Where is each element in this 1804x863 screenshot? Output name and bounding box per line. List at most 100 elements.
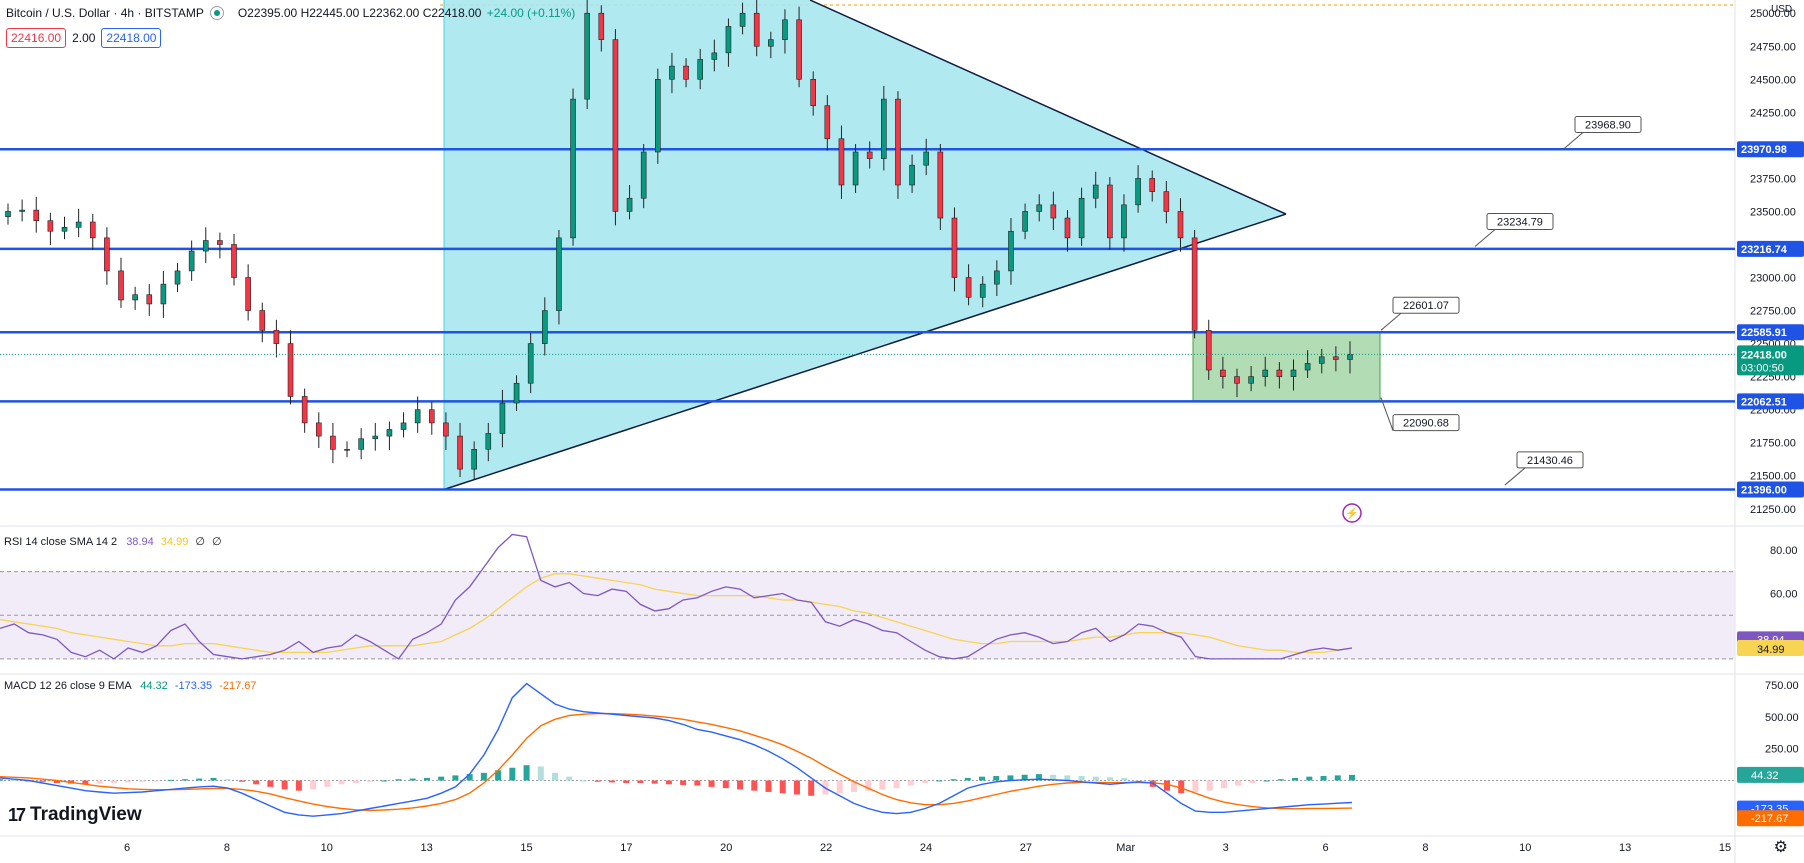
macd-histogram-bar	[253, 780, 260, 785]
time-axis-label: 15	[520, 842, 532, 854]
candle-body	[160, 283, 167, 305]
candle-body	[1234, 376, 1240, 384]
level-price-tag-label: 23970.98	[1741, 144, 1787, 156]
macd-histogram-bar	[338, 780, 345, 785]
price-axis-label: 23000.00	[1750, 273, 1796, 285]
macd-histogram-bar	[352, 780, 359, 784]
annotation-callout	[1392, 414, 1460, 432]
candle-body	[895, 98, 901, 186]
price-axis-label: 23500.00	[1750, 206, 1796, 218]
candle-body	[683, 65, 689, 80]
price-axis-label: 24750.00	[1750, 41, 1796, 53]
macd-histogram-bar	[125, 780, 132, 783]
candle-body	[61, 227, 68, 232]
candle-body	[259, 310, 266, 331]
macd-histogram-bar	[552, 772, 559, 781]
candle-body	[810, 78, 817, 107]
candle-body	[1248, 376, 1254, 384]
tradingview-logo-icon: 17	[8, 804, 26, 825]
rsi-legend[interactable]: RSI 14 close SMA 14 2 38.94 34.99 ∅ ∅	[4, 535, 222, 548]
macd-histogram-bar	[793, 780, 800, 795]
macd-histogram-bar	[1249, 780, 1256, 784]
candle-body	[1036, 204, 1043, 212]
macd-histogram-bar	[295, 780, 302, 791]
macd-histogram-bar	[1121, 777, 1128, 781]
candle-body	[655, 78, 661, 153]
time-axis-label: 3	[1223, 842, 1229, 854]
macd-histogram-bar	[210, 777, 217, 781]
candle-body	[330, 435, 336, 450]
macd-histogram-bar	[409, 778, 416, 781]
candle-body	[669, 65, 675, 80]
currency-label[interactable]: USD	[1771, 4, 1793, 15]
level-price-tag-label: 21396.00	[1741, 484, 1787, 496]
macd-histogram-bar	[39, 780, 46, 782]
tradingview-logo[interactable]: 17 TradingView	[8, 804, 142, 826]
candle-body	[739, 12, 746, 27]
candle-body	[202, 240, 209, 252]
macd-histogram-bar	[722, 780, 729, 789]
macd-histogram-bar	[267, 780, 274, 787]
macd-histogram-bar	[665, 780, 672, 785]
bid-ask-box: 22416.00 2.00 22418.00	[6, 28, 162, 48]
symbol-title[interactable]: Bitcoin / U.S. Dollar · 4h · BITSTAMP	[6, 6, 204, 20]
price-axis-label: 23750.00	[1750, 173, 1796, 185]
candle-body	[315, 422, 322, 437]
candle-body	[47, 220, 54, 232]
macd-histogram-bar	[1206, 780, 1213, 791]
macd-histogram-bar	[1092, 776, 1099, 781]
macd-histogram-bar	[694, 780, 701, 786]
macd-histogram-bar	[139, 780, 146, 782]
candle-body	[768, 39, 774, 47]
level-price-tag	[1737, 240, 1804, 257]
time-axis-label: Mar	[1116, 842, 1135, 854]
macd-histogram-bar	[879, 780, 886, 790]
macd-histogram-bar	[1192, 780, 1199, 792]
candle-body	[979, 283, 986, 298]
sell-button[interactable]: 22416.00	[6, 28, 67, 48]
macd-legend-title: MACD 12 26 close 9 EMA	[4, 680, 132, 692]
annotation-callout-label: 23234.79	[1497, 216, 1543, 228]
macd-legend[interactable]: MACD 12 26 close 9 EMA 44.32 -173.35 -21…	[4, 680, 257, 692]
macd-histogram-bar	[196, 778, 203, 781]
candle-body	[1050, 204, 1057, 219]
price-axis-label: 21250.00	[1750, 504, 1796, 516]
price-axis-label: 21500.00	[1750, 471, 1796, 483]
candle-body	[1276, 369, 1283, 377]
macd-histogram-bar	[580, 780, 587, 782]
candle-body	[499, 402, 506, 434]
rsi-sma-value-tag-label: 34.99	[1757, 644, 1785, 656]
low-value: L22362.00	[362, 6, 420, 20]
macd-histogram-bar	[936, 780, 943, 782]
spread-value: 2.00	[72, 31, 96, 45]
macd-histogram-bar	[1334, 775, 1341, 781]
candle-body	[923, 151, 930, 166]
close-value: C22418.00	[422, 6, 482, 20]
macd-histogram-bar	[1021, 774, 1028, 781]
macd-histogram-bar	[537, 766, 544, 781]
macd-histogram-bar	[1135, 780, 1142, 782]
macd-histogram-bar	[423, 777, 430, 781]
macd-histogram-bar	[1178, 780, 1185, 794]
macd-histogram-bar	[1320, 776, 1327, 781]
price-axis-label: 25000.00	[1750, 8, 1796, 20]
candle-body	[782, 19, 788, 40]
market-status-icon[interactable]	[209, 6, 224, 20]
candle-body	[1347, 354, 1353, 360]
level-price-tag-label: 22585.91	[1741, 327, 1787, 339]
rsi-legend-na-1: ∅	[195, 536, 205, 548]
tradingview-logo-text: TradingView	[30, 804, 142, 825]
chart-header: Bitcoin / U.S. Dollar · 4h · BITSTAMP O2…	[6, 6, 575, 20]
macd-histogram-bar	[153, 780, 160, 782]
macd-histogram-bar	[281, 780, 288, 790]
alert-bolt-glyph: ⚡	[1345, 507, 1359, 520]
candle-body	[174, 270, 181, 285]
settings-gear-icon[interactable]: ⚙	[1773, 839, 1788, 856]
candle-body	[824, 105, 831, 140]
buy-button[interactable]: 22418.00	[101, 28, 162, 48]
level-price-tag-label: 22062.51	[1741, 396, 1787, 408]
macd-histogram-bar	[993, 776, 1000, 781]
candle-body	[146, 294, 153, 305]
macd-histogram-bar	[680, 780, 687, 785]
